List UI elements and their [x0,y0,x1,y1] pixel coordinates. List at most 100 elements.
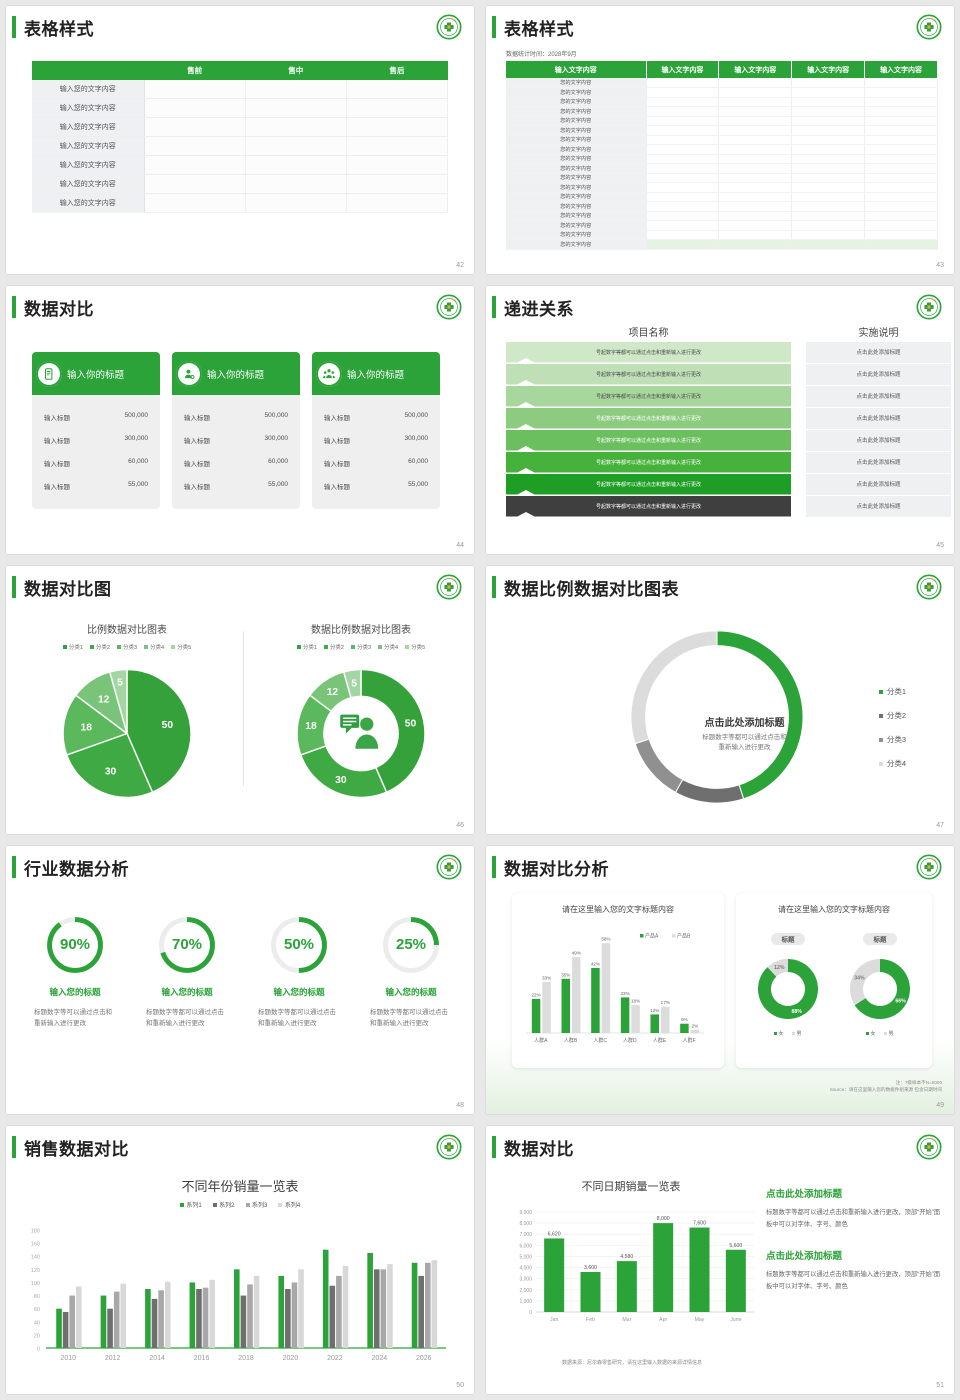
cell[interactable] [646,192,720,202]
cell[interactable] [346,98,449,118]
cell[interactable] [718,135,793,145]
cell[interactable] [245,80,347,99]
cell[interactable] [646,144,720,155]
table-row[interactable]: 您的文字内容 [506,192,938,202]
cell[interactable] [718,78,793,88]
cell[interactable] [791,106,866,117]
slide-43[interactable]: 表格样式 数据统计时间：2028年9月 输入文字内容 输入文字内容 输入文字内容… [480,0,960,280]
slide-49[interactable]: 数据对比分析 请在这里输入您的文字标题内容 22% 33% 人群A 35% 49% 人群B… [480,840,960,1120]
cell[interactable] [646,154,720,164]
cell[interactable] [718,201,793,212]
cell[interactable] [144,98,246,118]
cell[interactable] [791,116,866,126]
table-row[interactable]: 输入您的文字内容 [32,193,449,213]
cell[interactable] [864,211,938,221]
cell[interactable] [144,80,246,99]
table-row[interactable]: 您的文字内容 [506,106,938,117]
explanation-item[interactable]: 点击此处添加标题 [806,474,951,495]
slide-47[interactable]: 数据比例数据对比图表 点击此处添加标题 标题数字等都可以通过点击和 重新输入进行更… [480,560,960,840]
cell[interactable] [646,97,720,107]
cell[interactable] [718,106,793,117]
cell[interactable] [864,154,938,164]
cell[interactable] [718,182,793,193]
table-row[interactable]: 您的文字内容 [506,230,938,240]
table-row[interactable]: 输入您的文字内容 [32,174,449,194]
cell[interactable] [718,230,793,240]
cell[interactable] [791,201,866,212]
cell[interactable] [346,117,449,137]
explanation-item[interactable]: 点击此处添加标题 [806,452,951,473]
slide-48[interactable]: 行业数据分析 90% 输入您的标题 标题数字等可以通过点击和重新输入进行更改 70% 输… [0,840,480,1120]
explanation-item[interactable]: 点击此处添加标题 [806,342,951,363]
cell[interactable] [864,192,938,202]
cell[interactable] [646,125,720,136]
progressive-step[interactable]: 号起数字等都可以通过点击和重新输入进行更改 [506,430,791,451]
ring-stat[interactable]: 50% 输入您的标题 标题数字等都可以通过点击和重新输入进行更改 [246,914,352,1029]
table-row[interactable]: 您的文字内容 [506,135,938,145]
cell[interactable] [864,97,938,107]
cell[interactable] [791,173,866,183]
cell[interactable] [718,144,793,155]
cell[interactable] [346,193,449,213]
slide-45[interactable]: 递进关系 项目名称 实施说明 号起数字等都可以通过点击和重新输入进行更改 号起数字… [480,280,960,560]
table-row[interactable]: 您的文字内容 [506,211,938,221]
cell[interactable] [864,173,938,183]
cell[interactable] [144,155,246,175]
cell[interactable] [791,144,866,155]
cell[interactable] [144,174,246,194]
cell[interactable] [864,144,938,155]
cell[interactable] [346,80,449,99]
progressive-steps-column[interactable]: 号起数字等都可以通过点击和重新输入进行更改 号起数字等都可以通过点击和重新输入进行… [506,342,791,518]
cell[interactable] [864,182,938,193]
cell[interactable] [144,193,246,213]
table-row[interactable]: 您的文字内容 [506,87,938,98]
cell[interactable] [864,220,938,231]
cell[interactable] [245,136,347,156]
explanation-item[interactable]: 点击此处添加标题 [806,364,951,385]
cell[interactable] [245,98,347,118]
data-table[interactable]: 售前 售中 售后 输入您的文字内容 输入您的文字内容 输入您的文字内容 输入您的… [32,61,449,213]
cell[interactable] [864,239,938,250]
slide-51[interactable]: 数据对比 不同日期销量一览表 0 1,000 2,000 3,000 4,000 5,00… [480,1120,960,1400]
ring-stat[interactable]: 25% 输入您的标题 标题数字等都可以通过点击和重新输入进行更改 [358,914,464,1029]
cell[interactable] [864,87,938,98]
cell[interactable] [646,182,720,193]
table-row[interactable]: 输入您的文字内容 [32,98,449,118]
cell[interactable] [864,163,938,174]
cell[interactable] [245,193,347,213]
cell[interactable] [144,117,246,137]
table-row[interactable]: 您的文字内容 [506,182,938,193]
cell[interactable] [864,116,938,126]
cell[interactable] [646,230,720,240]
cell[interactable] [718,125,793,136]
cell[interactable] [646,239,720,250]
table-row[interactable]: 您的文字内容 [506,144,938,155]
cell[interactable] [144,136,246,156]
cell[interactable] [646,201,720,212]
cell[interactable] [791,192,866,202]
cell[interactable] [646,211,720,221]
table-row[interactable]: 输入您的文字内容 [32,117,449,137]
cell[interactable] [791,230,866,240]
cell[interactable] [718,97,793,107]
explanation-column[interactable]: 点击此处添加标题 点击此处添加标题 点击此处添加标题 点击此处添加标题 点击此处添加标题… [806,342,951,518]
progressive-step[interactable]: 号起数字等都可以通过点击和重新输入进行更改 [506,452,791,473]
explanation-item[interactable]: 点击此处添加标题 [806,496,951,517]
cell[interactable] [245,155,347,175]
stat-card[interactable]: 输入你的标题 输入标题 500,000 输入标题 300,000 输入标题 60,00… [32,352,160,509]
table-row[interactable]: 您的文字内容 [506,97,938,107]
table-row[interactable]: 输入您的文字内容 [32,155,449,175]
table-row[interactable]: 您的文字内容 [506,173,938,183]
explanation-item[interactable]: 点击此处添加标题 [806,430,951,451]
cell[interactable] [864,201,938,212]
table-row[interactable]: 您的文字内容 [506,154,938,164]
cell[interactable] [245,117,347,137]
progressive-step[interactable]: 号起数字等都可以通过点击和重新输入进行更改 [506,408,791,429]
slide-42[interactable]: 表格样式 售前 售中 售后 输入您的文字内容 输入您的文字内容 输入您的文字内容… [0,0,480,280]
cell[interactable] [791,182,866,193]
cell[interactable] [791,125,866,136]
progressive-step[interactable]: 号起数字等都可以通过点击和重新输入进行更改 [506,386,791,407]
table-row[interactable]: 您的文字内容 [506,220,938,231]
progressive-step[interactable]: 号起数字等都可以通过点击和重新输入进行更改 [506,474,791,495]
cell[interactable] [646,106,720,117]
